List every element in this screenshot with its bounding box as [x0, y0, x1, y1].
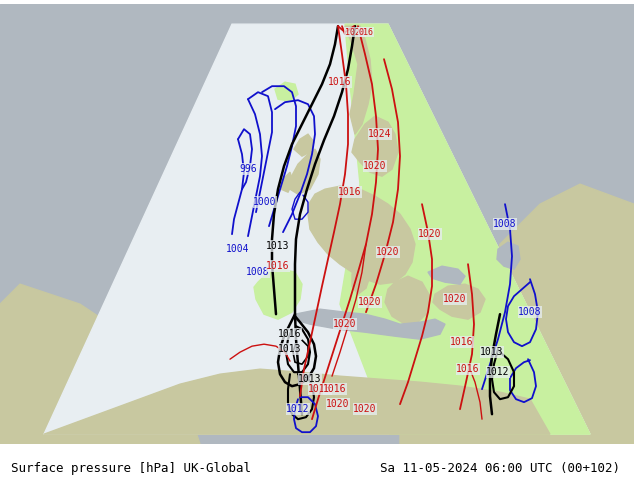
Text: 1020: 1020: [333, 319, 357, 329]
Text: 1004: 1004: [226, 244, 250, 254]
Text: 1013: 1013: [298, 374, 321, 384]
Text: 1016: 1016: [323, 384, 347, 394]
Text: 1020: 1020: [376, 247, 400, 257]
Text: 1020: 1020: [418, 229, 442, 239]
Polygon shape: [295, 309, 445, 339]
Text: 1020: 1020: [327, 399, 350, 409]
Text: 1016: 1016: [339, 187, 362, 197]
Text: 016: 016: [358, 27, 373, 37]
Polygon shape: [340, 24, 590, 434]
Polygon shape: [44, 24, 590, 434]
Text: 1013: 1013: [278, 344, 302, 354]
Text: 1012: 1012: [486, 367, 510, 377]
Polygon shape: [345, 26, 372, 134]
Text: 996: 996: [239, 164, 257, 174]
Polygon shape: [275, 82, 298, 101]
Text: 1016: 1016: [278, 329, 302, 339]
Polygon shape: [400, 264, 634, 444]
Text: 1020: 1020: [345, 27, 365, 37]
Text: 1024: 1024: [368, 129, 392, 139]
Text: 1020: 1020: [363, 161, 387, 171]
Text: 1020: 1020: [443, 294, 467, 304]
Polygon shape: [352, 116, 398, 176]
Text: 1012: 1012: [286, 404, 310, 414]
Polygon shape: [0, 284, 200, 444]
Polygon shape: [281, 172, 293, 192]
Text: Surface pressure [hPa] UK-Global: Surface pressure [hPa] UK-Global: [11, 462, 252, 475]
Text: 1000: 1000: [253, 197, 277, 207]
Text: 1008: 1008: [518, 307, 541, 317]
Polygon shape: [352, 256, 370, 294]
Text: 1016: 1016: [328, 77, 352, 87]
Polygon shape: [497, 242, 520, 269]
Polygon shape: [294, 134, 314, 156]
Text: 1020: 1020: [358, 297, 382, 307]
Polygon shape: [433, 284, 485, 319]
Polygon shape: [254, 269, 302, 319]
Text: 1016: 1016: [266, 261, 290, 271]
Text: 1020: 1020: [353, 404, 377, 414]
Text: 1016: 1016: [450, 337, 474, 347]
Text: 1016: 1016: [308, 384, 332, 394]
Text: 1008: 1008: [493, 219, 517, 229]
Text: 1013: 1013: [266, 241, 290, 251]
Polygon shape: [428, 266, 465, 284]
Text: 1016: 1016: [456, 364, 480, 374]
Text: 1013: 1013: [480, 347, 504, 357]
Polygon shape: [44, 369, 550, 434]
Polygon shape: [480, 184, 634, 444]
Polygon shape: [290, 149, 320, 194]
Text: Sa 11-05-2024 06:00 UTC (00+102): Sa 11-05-2024 06:00 UTC (00+102): [380, 462, 620, 475]
Text: 1008: 1008: [246, 267, 269, 277]
Polygon shape: [308, 186, 415, 284]
Polygon shape: [385, 276, 430, 324]
